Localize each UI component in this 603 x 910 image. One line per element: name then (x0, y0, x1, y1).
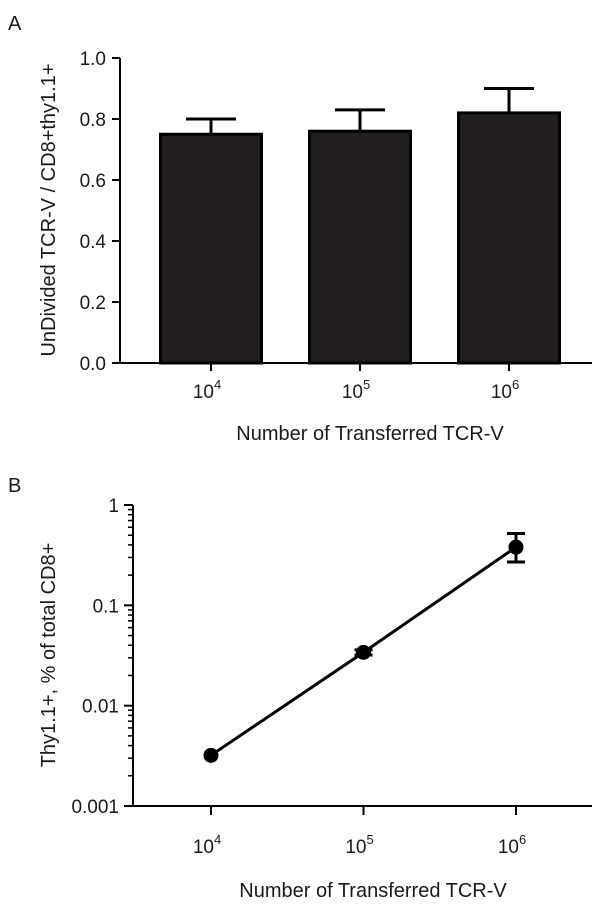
panel-b-x-tick-label: 106 (498, 832, 526, 858)
panel-b-xlabel: Number of Transferred TCR-V (239, 880, 507, 902)
panel-a-bar (159, 132, 263, 365)
panel-b-y-tick-label: 0.01 (82, 697, 119, 718)
panel-b-y-tick-label: 0.1 (93, 596, 119, 617)
panel-b-plot: 1 0.1 0.01 0.001 104 105 106 (71, 496, 592, 858)
panel-b-y-tick-label: 1 (108, 496, 119, 517)
panel-a-plot: 0.0 0.2 0.4 0.6 0.8 1.0 104 105 106 (80, 49, 592, 403)
panel-a-ylabel: UnDivided TCR-V / CD8+thy1.1+ (38, 63, 60, 356)
panel-b-data-point (356, 644, 371, 660)
panel-a-label: A (8, 13, 22, 35)
panel-b-ylabel: Thy1.1+, % of total CD8+ (38, 543, 60, 768)
panel-b-x-tick-label: 105 (345, 832, 373, 858)
panel-a-x-tick-label: 106 (491, 377, 519, 403)
panel-a-y-tick-label: 0.4 (80, 232, 107, 253)
panel-a-xlabel: Number of Transferred TCR-V (236, 423, 504, 445)
panel-a-y-tick-label: 0.8 (80, 110, 106, 131)
panel-a-y-tick-label: 0.0 (80, 354, 106, 375)
panel-b-data-point (508, 539, 524, 555)
panel-a-x-tick-label: 104 (193, 377, 221, 403)
panel-a-y-tick-label: 0.2 (80, 293, 106, 314)
panel-a-bar (457, 111, 561, 365)
panel-a-x-tick-label: 105 (342, 377, 370, 403)
panel-b-x-tick-label: 104 (193, 832, 221, 858)
panel-a-bar (308, 129, 412, 365)
panel-b-label: B (8, 475, 21, 497)
panel-b-y-tick-label: 0.001 (71, 797, 119, 818)
panel-a-y-tick-label: 1.0 (80, 49, 106, 70)
panel-b-data-point (203, 747, 219, 763)
panel-a-y-tick-label: 0.6 (80, 171, 106, 192)
